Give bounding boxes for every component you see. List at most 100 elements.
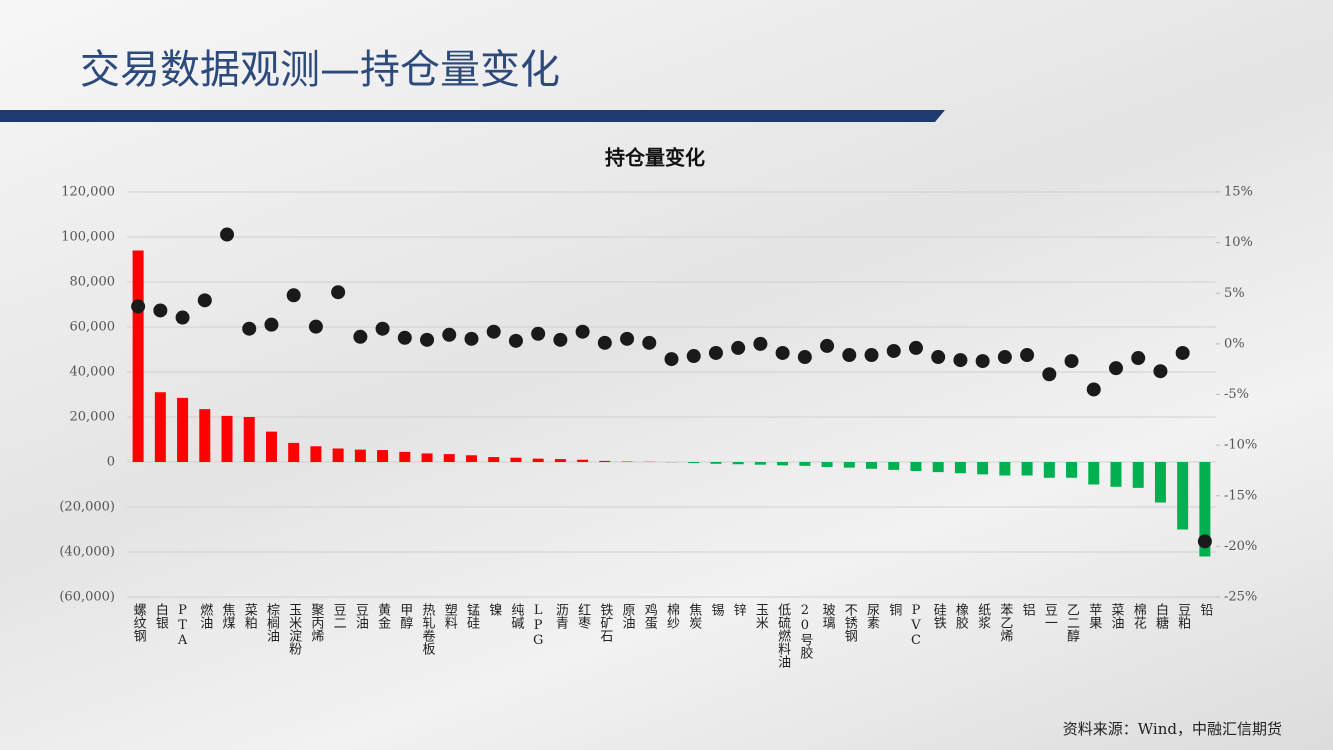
bar <box>177 397 189 462</box>
dot <box>1153 364 1168 379</box>
chart-title: 持仓量变化 <box>605 146 705 170</box>
x-tick-label: 黄金 <box>375 603 391 629</box>
y-tick-label: 120,000 <box>61 185 115 200</box>
dot <box>442 327 457 342</box>
x-tick-label: 镍 <box>486 603 502 616</box>
dot <box>953 353 968 368</box>
y-tick-label: 60,000 <box>70 320 116 335</box>
x-tick-label: 沥青 <box>553 603 569 629</box>
x-tick-label: 甲醇 <box>397 603 413 629</box>
bar <box>910 462 922 471</box>
y2-tick-label: -25% <box>1224 590 1257 605</box>
dot <box>553 332 568 347</box>
dot <box>886 343 901 358</box>
bar <box>1021 462 1033 476</box>
bar <box>288 442 300 462</box>
x-tick-label: 棕榈油 <box>264 603 280 642</box>
bar <box>265 431 277 462</box>
bar <box>443 454 455 462</box>
bar <box>888 462 900 470</box>
x-tick-label: 白糖 <box>1153 602 1169 630</box>
dot <box>1064 354 1079 369</box>
x-tick-label: 不锈钢 <box>842 603 858 643</box>
dot <box>686 349 701 364</box>
bar <box>1110 462 1122 487</box>
dot <box>375 321 390 336</box>
bar <box>377 450 389 462</box>
x-tick-label: PVC <box>908 603 923 648</box>
dot <box>1131 351 1146 366</box>
y-tick-label: 100,000 <box>61 230 115 245</box>
dot <box>420 332 435 347</box>
x-tick-label: 白银 <box>153 602 169 629</box>
dot <box>464 331 479 346</box>
bar <box>1132 462 1144 488</box>
x-tick-label: 锡 <box>708 603 724 616</box>
dot <box>242 321 257 336</box>
bar <box>732 462 744 465</box>
bar <box>1177 462 1189 530</box>
bar <box>221 415 233 462</box>
x-tick-label: 锌 <box>731 603 747 616</box>
x-tick-label: 豆油 <box>353 603 369 629</box>
dot <box>286 288 301 303</box>
x-tick-label: 菜油 <box>1108 603 1124 629</box>
bar <box>688 462 700 464</box>
y2-tick-label: 15% <box>1224 185 1253 200</box>
bar <box>577 459 589 462</box>
x-tick-label: PTA <box>175 603 190 648</box>
bar <box>821 462 833 467</box>
dot <box>775 345 790 360</box>
bar <box>310 446 322 462</box>
dot <box>131 299 146 314</box>
bar <box>799 462 811 466</box>
x-tick-label: 纸浆 <box>975 603 991 629</box>
dot <box>753 336 768 351</box>
x-tick-label: 豆一 <box>1042 603 1058 629</box>
bar <box>1154 462 1166 503</box>
dot <box>353 329 368 344</box>
x-tick-label: 玻璃 <box>820 603 836 629</box>
y2-tick-label: 0% <box>1224 336 1245 351</box>
bar <box>777 462 789 466</box>
bar <box>132 250 144 462</box>
x-tick-label: LPG <box>531 603 546 648</box>
bar <box>754 462 766 465</box>
x-tick-label: 塑料 <box>442 603 458 629</box>
dot <box>1197 534 1212 549</box>
dot <box>1108 361 1123 376</box>
dot <box>1042 367 1057 382</box>
x-tick-label: 聚丙烯 <box>308 603 324 642</box>
x-tick-label: 热轧卷板 <box>420 603 436 656</box>
dot <box>308 319 323 334</box>
dot <box>575 324 590 339</box>
x-tick-label: 铁矿石 <box>597 603 613 642</box>
bar <box>532 458 544 462</box>
x-tick-label: 玉米淀粉 <box>286 603 302 655</box>
x-tick-label: 纯碱 <box>508 603 524 629</box>
x-tick-label: 铝 <box>1020 603 1036 616</box>
bar <box>1088 462 1100 485</box>
dot <box>664 352 679 367</box>
bar <box>1199 462 1211 557</box>
dot <box>708 345 723 360</box>
dot <box>486 324 501 339</box>
dot <box>1020 348 1035 363</box>
bar <box>1066 462 1078 478</box>
dot <box>975 354 990 369</box>
x-tick-label: 豆二 <box>331 603 347 629</box>
y2-tick-label: -5% <box>1224 387 1249 402</box>
x-tick-label: 燃油 <box>197 602 213 629</box>
dot <box>997 350 1012 365</box>
y-tick-label: 0 <box>107 455 115 470</box>
bar <box>421 453 433 462</box>
x-tick-label: 乙二醇 <box>1064 603 1080 642</box>
y-tick-label: 20,000 <box>70 410 116 425</box>
x-tick-label: 苯乙烯 <box>997 603 1013 642</box>
dot <box>620 331 635 346</box>
bar <box>354 449 366 462</box>
x-tick-label: 硅铁 <box>931 603 947 629</box>
y-tick-label: (20,000) <box>59 500 115 515</box>
y2-tick-label: -15% <box>1224 488 1257 503</box>
